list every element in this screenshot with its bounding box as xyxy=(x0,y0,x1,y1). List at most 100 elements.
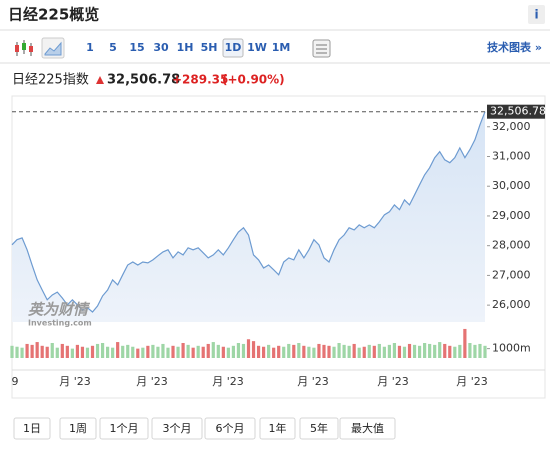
x-tick-label: 月 '23 xyxy=(59,375,91,388)
range-button-box[interactable] xyxy=(99,417,149,440)
volume-bar xyxy=(397,345,402,358)
volume-bar xyxy=(412,344,417,358)
interval-button[interactable]: 15 xyxy=(129,41,144,54)
volume-bar xyxy=(161,343,165,358)
range-button-box[interactable] xyxy=(339,417,396,440)
interval-button[interactable]: 5H xyxy=(201,41,218,54)
interval-button[interactable]: 1M xyxy=(272,41,291,54)
x-tick-label: 月 '23 xyxy=(456,375,488,388)
y-tick-label: 28,000 xyxy=(492,239,531,252)
volume-bar xyxy=(463,328,467,358)
volume-bar xyxy=(438,342,442,358)
volume-bar xyxy=(267,344,271,358)
volume-bar xyxy=(226,347,230,358)
volume-bar xyxy=(282,346,286,358)
range-button-box[interactable] xyxy=(13,417,51,440)
info-button[interactable] xyxy=(528,5,545,24)
title: 日经225概览 xyxy=(8,6,99,24)
volume-bar xyxy=(176,346,180,358)
volume-tick-label: 1000m xyxy=(492,342,531,355)
volume-bar xyxy=(332,346,336,358)
volume-bar xyxy=(80,346,85,358)
volume-bar xyxy=(382,346,386,358)
x-tick-label: 月 '23 xyxy=(297,375,329,388)
range-button[interactable]: 1年 xyxy=(269,421,287,435)
volume-bar xyxy=(55,347,59,358)
interval-button[interactable]: 1H xyxy=(177,41,194,54)
y-tick-label: 26,000 xyxy=(492,298,531,311)
volume-bar xyxy=(322,344,326,358)
volume-bar xyxy=(473,344,477,358)
volume-bar xyxy=(186,344,190,358)
range-button[interactable]: 5年 xyxy=(310,421,328,435)
interval-button[interactable]: 5 xyxy=(109,41,117,54)
interval-button[interactable]: 1D xyxy=(225,41,242,54)
range-buttons: 1日 1周 1个月 3个月 6个月 1年 5年 最大值 xyxy=(13,417,396,440)
volume-bar xyxy=(347,345,351,358)
volume-bar xyxy=(342,344,346,358)
volume-bar xyxy=(156,346,160,358)
volume-bar xyxy=(241,343,246,358)
range-button-box[interactable] xyxy=(204,417,256,440)
volume-bar xyxy=(100,343,105,358)
volume-bar xyxy=(131,346,135,358)
x-tick-label: 月 '23 xyxy=(377,375,409,388)
info-icon[interactable]: i xyxy=(534,8,538,22)
interval-button[interactable]: 1W xyxy=(247,41,267,54)
volume-bar xyxy=(251,341,256,358)
range-button-box[interactable] xyxy=(59,417,97,440)
volume-bar xyxy=(352,343,356,358)
watermark-sub: Investing.com xyxy=(28,319,92,328)
range-button[interactable]: 6个月 xyxy=(216,422,245,435)
range-button[interactable]: 1个月 xyxy=(110,422,139,435)
range-button[interactable]: 1日 xyxy=(23,422,41,435)
volume-bar xyxy=(307,346,311,358)
up-arrow xyxy=(96,76,104,84)
range-button-box[interactable] xyxy=(299,417,339,440)
volume-bar xyxy=(111,347,115,358)
volume-bar xyxy=(483,345,487,358)
range-button[interactable]: 1周 xyxy=(69,422,87,435)
volume-bar xyxy=(256,345,261,358)
volume-bar xyxy=(458,344,462,358)
volume-bar xyxy=(116,342,120,358)
volume-bar xyxy=(40,345,44,358)
volume-bar xyxy=(106,346,110,358)
change: +289.35 xyxy=(172,73,228,87)
volume-bar xyxy=(297,343,301,358)
toolbar: 1 5 15 30 1H 5H 1D 1W 1M xyxy=(86,38,291,58)
volume-bar xyxy=(367,344,371,358)
volume-bar xyxy=(261,346,266,358)
area xyxy=(12,111,485,322)
interval-button[interactable]: 1 xyxy=(86,41,94,54)
table-icon[interactable] xyxy=(312,39,331,58)
range-button-box[interactable] xyxy=(151,417,203,440)
candle-icon[interactable] xyxy=(15,40,33,56)
volume-bar xyxy=(206,343,210,358)
x-tick-label: 月 '23 xyxy=(212,375,244,388)
change-pct: (+0.90%) xyxy=(222,73,285,87)
range-button[interactable]: 3个月 xyxy=(163,422,192,435)
range-button-box[interactable] xyxy=(259,417,296,440)
y-tick-label: 30,000 xyxy=(492,179,531,192)
volume-bar xyxy=(30,344,34,358)
range-button[interactable]: 最大值 xyxy=(351,421,384,435)
volume-bar xyxy=(121,345,125,358)
area-icon[interactable] xyxy=(41,37,65,59)
volume-bar xyxy=(417,345,422,358)
volume-bar xyxy=(181,343,185,358)
y-tick-label: 27,000 xyxy=(492,268,531,281)
volume-bar xyxy=(201,346,205,358)
volume-bar xyxy=(357,347,361,358)
volume-bar xyxy=(20,347,24,358)
plot: 26,000 27,000 28,000 29,000 30,000 31,000 32,0… xyxy=(10,104,546,388)
volume-bar xyxy=(191,347,195,358)
interval-button[interactable]: 30 xyxy=(153,41,169,54)
volume-bar xyxy=(171,345,175,358)
y-tick-label: 29,000 xyxy=(492,209,531,222)
volume-bar xyxy=(402,346,407,358)
tech-chart-link[interactable]: 技术图表 » xyxy=(487,40,542,54)
volume-bar xyxy=(433,344,437,358)
volume-bar xyxy=(236,343,241,358)
y-tick-label: 31,000 xyxy=(492,149,531,162)
